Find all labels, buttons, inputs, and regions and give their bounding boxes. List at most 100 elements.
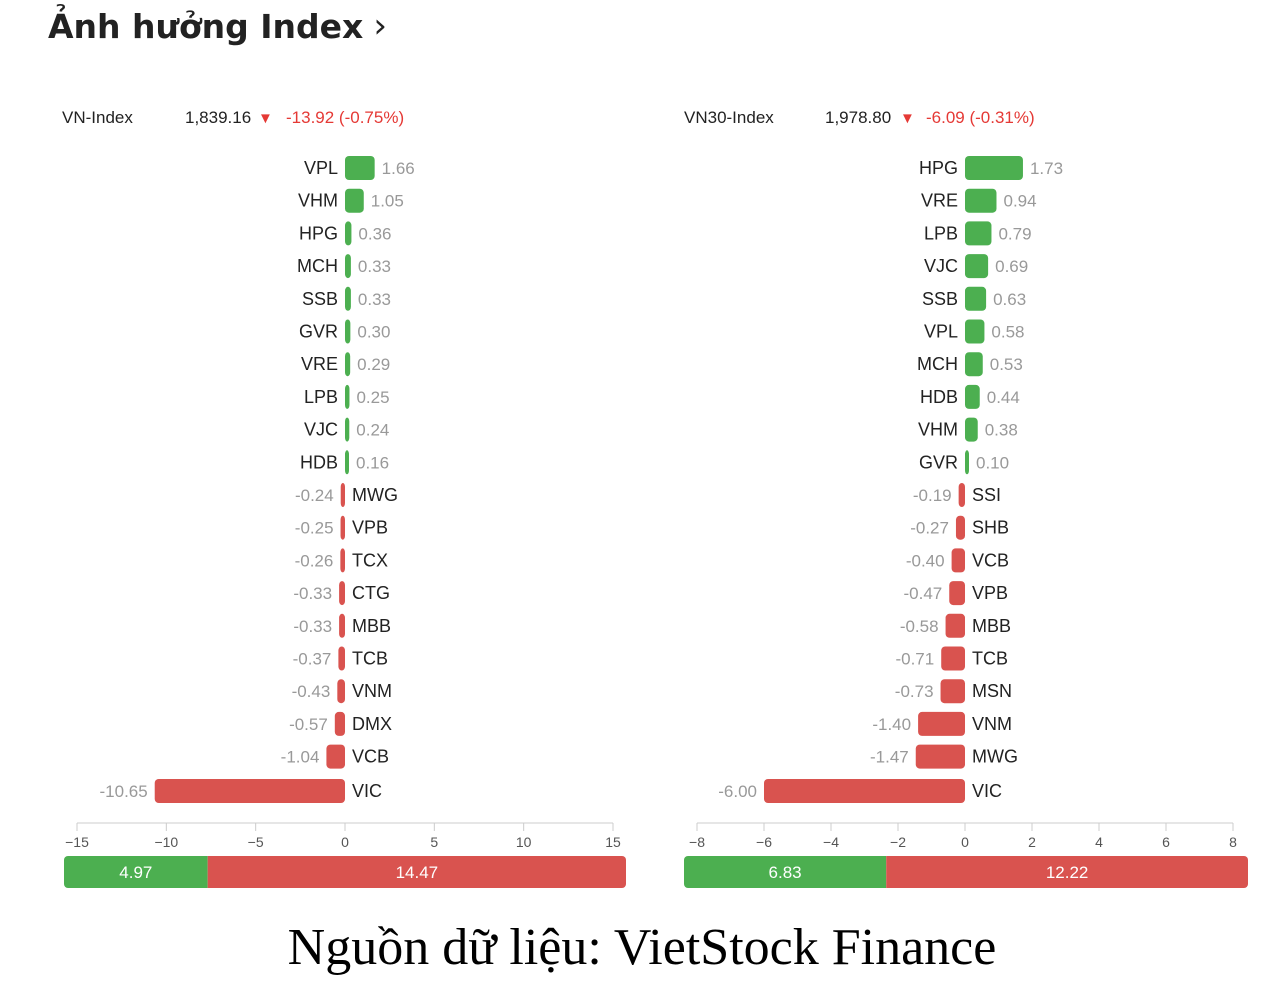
- value-label: -0.40: [906, 551, 945, 570]
- value-label: -0.57: [289, 715, 328, 734]
- index-name: VN30-Index: [684, 108, 774, 127]
- value-label: 0.58: [991, 323, 1024, 342]
- value-label: -1.04: [281, 748, 320, 767]
- value-label: 0.24: [356, 421, 389, 440]
- category-label: VCB: [352, 747, 389, 767]
- bar-vpb: [340, 515, 345, 540]
- bar-tcb: [338, 646, 345, 671]
- value-label: -0.37: [293, 650, 332, 669]
- value-label: 0.63: [993, 290, 1026, 309]
- section-header[interactable]: Ảnh hưởng Index ›: [48, 6, 387, 46]
- x-tick-label: 6: [1162, 834, 1170, 850]
- value-label: 0.94: [1003, 192, 1036, 211]
- value-label: 0.69: [995, 257, 1028, 276]
- bar-mwg: [340, 483, 345, 507]
- x-tick-label: −4: [823, 834, 839, 850]
- x-tick-label: −8: [689, 834, 705, 850]
- category-label: MCH: [917, 354, 958, 374]
- bar-tcb: [941, 646, 965, 671]
- category-label: LPB: [924, 223, 958, 243]
- category-label: TCB: [972, 649, 1008, 669]
- category-label: SSI: [972, 485, 1001, 505]
- category-label: VJC: [924, 256, 958, 276]
- x-tick-label: 2: [1028, 834, 1036, 850]
- bar-vre: [965, 188, 997, 213]
- category-label: VIC: [352, 781, 382, 801]
- x-tick-label: −10: [154, 834, 178, 850]
- category-label: HDB: [300, 452, 338, 472]
- x-tick-label: −15: [65, 834, 89, 850]
- summary-bar: [684, 856, 1248, 888]
- category-label: TCB: [352, 649, 388, 669]
- bar-ssb: [965, 286, 987, 311]
- category-label: SSB: [922, 289, 958, 309]
- category-label: VHM: [298, 191, 338, 211]
- x-tick-label: 0: [341, 834, 349, 850]
- bar-mbb: [945, 613, 965, 638]
- x-tick-label: −2: [890, 834, 906, 850]
- value-label: -0.19: [913, 486, 952, 505]
- category-label: VNM: [972, 714, 1012, 734]
- bar-vhm: [965, 417, 978, 442]
- bar-vpl: [345, 156, 375, 180]
- bar-ssi: [958, 483, 965, 507]
- value-label: 0.44: [987, 388, 1020, 407]
- bar-tcx: [340, 548, 345, 573]
- down-arrow-icon: ▼: [258, 110, 273, 127]
- summary-negative-segment: [207, 856, 626, 888]
- value-label: 0.16: [356, 453, 389, 472]
- section-title: Ảnh hưởng Index: [48, 6, 364, 46]
- bar-vpb: [949, 581, 965, 606]
- value-label: -0.26: [295, 551, 334, 570]
- summary-negative-label: 12.22: [1046, 863, 1089, 882]
- bar-vnm: [918, 711, 965, 736]
- bar-lpb: [965, 221, 992, 246]
- category-label: SHB: [972, 518, 1009, 538]
- value-label: -1.47: [870, 748, 909, 767]
- category-label: MBB: [972, 616, 1011, 636]
- x-tick-label: 15: [605, 834, 621, 850]
- bar-vcb: [326, 744, 345, 769]
- bar-mbb: [339, 613, 345, 638]
- summary-positive-segment: [64, 856, 208, 888]
- category-label: VHM: [918, 420, 958, 440]
- value-label: -0.24: [295, 486, 334, 505]
- category-label: VPB: [972, 583, 1008, 603]
- bar-vpl: [965, 319, 985, 344]
- index-value: 1,978.80: [825, 108, 891, 127]
- bar-vnm: [337, 679, 345, 704]
- x-tick-label: −5: [248, 834, 264, 850]
- value-label: 0.25: [356, 388, 389, 407]
- category-label: MWG: [972, 747, 1018, 767]
- summary-bar: [64, 856, 626, 888]
- summary-positive-label: 4.97: [119, 863, 152, 882]
- bar-ssb: [345, 286, 351, 311]
- value-label: 0.33: [358, 257, 391, 276]
- x-tick-label: 0: [961, 834, 969, 850]
- category-label: VIC: [972, 781, 1002, 801]
- category-label: VRE: [921, 191, 958, 211]
- category-label: VJC: [304, 420, 338, 440]
- value-label: 0.10: [976, 453, 1009, 472]
- x-tick-label: 8: [1229, 834, 1237, 850]
- category-label: HDB: [920, 387, 958, 407]
- category-label: SSB: [302, 289, 338, 309]
- bar-vjc: [345, 417, 350, 442]
- category-label: VRE: [301, 354, 338, 374]
- bar-hpg: [965, 156, 1023, 180]
- bar-gvr: [345, 319, 351, 344]
- value-label: 0.29: [357, 355, 390, 374]
- bar-vre: [345, 352, 351, 377]
- value-label: 0.33: [358, 290, 391, 309]
- summary-negative-label: 14.47: [396, 863, 439, 882]
- value-label: 1.05: [371, 192, 404, 211]
- data-source-caption: Nguồn dữ liệu: VietStock Finance: [287, 919, 997, 976]
- vn-index-influence-chart: VN-Index 1,839.16 ▼ -13.92 (-0.75%) VPL 1.66 V…: [62, 108, 626, 888]
- x-tick-label: 5: [430, 834, 438, 850]
- value-label: -0.58: [900, 617, 939, 636]
- category-label: VPL: [304, 158, 338, 178]
- category-label: VPL: [924, 322, 958, 342]
- value-label: -6.00: [718, 782, 757, 801]
- down-arrow-icon: ▼: [900, 110, 915, 127]
- value-label: 0.79: [998, 224, 1031, 243]
